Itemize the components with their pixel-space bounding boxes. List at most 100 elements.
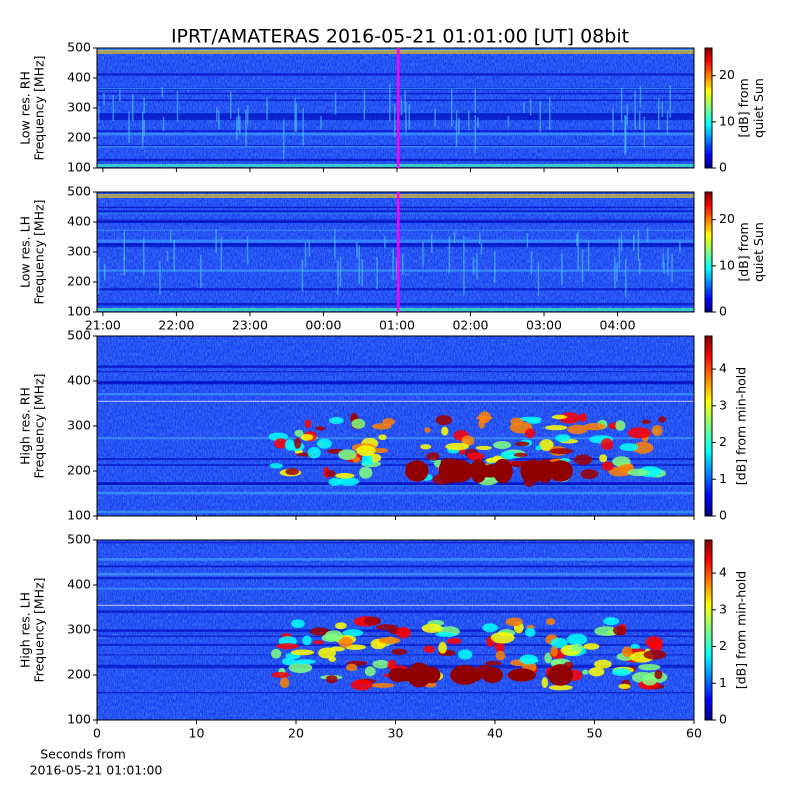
texture-streak bbox=[453, 231, 456, 243]
colorbar-tick-label: 0 bbox=[719, 712, 727, 727]
texture-streak bbox=[638, 258, 641, 275]
texture-blob bbox=[549, 448, 574, 455]
texture-blob bbox=[476, 415, 493, 420]
texture-streak bbox=[468, 110, 470, 131]
texture-blob bbox=[315, 426, 326, 431]
spectrogram bbox=[97, 540, 694, 720]
texture-blob bbox=[328, 478, 342, 486]
texture-streak bbox=[401, 253, 404, 275]
texture-blob bbox=[558, 412, 580, 424]
texture-streak bbox=[131, 93, 134, 121]
texture-blob bbox=[493, 441, 512, 450]
texture-streak bbox=[474, 115, 477, 153]
y-tick-label: 100 bbox=[67, 160, 91, 175]
texture-blob bbox=[285, 468, 300, 476]
texture-blob bbox=[424, 427, 431, 433]
texture-streak bbox=[396, 257, 398, 281]
texture-blob bbox=[405, 460, 429, 482]
texture-streak bbox=[294, 98, 296, 132]
texture-blob bbox=[438, 641, 447, 654]
y-tick-label: 500 bbox=[67, 40, 91, 55]
x-tick-label: 03:00 bbox=[526, 318, 562, 333]
texture-blob bbox=[519, 654, 538, 665]
colorbar-tick-label: 20 bbox=[719, 211, 735, 226]
colorbar-tick-label: 4 bbox=[719, 565, 727, 580]
texture-band bbox=[97, 308, 694, 311]
texture-band bbox=[97, 604, 694, 606]
texture-streak bbox=[97, 146, 694, 148]
y-axis-label: Frequency [MHz] bbox=[32, 577, 47, 682]
texture-blob bbox=[475, 445, 492, 450]
texture-streak bbox=[97, 269, 694, 272]
texture-streak bbox=[526, 233, 529, 248]
texture-blob bbox=[643, 649, 667, 660]
texture-blob bbox=[270, 648, 282, 659]
texture-blob bbox=[372, 659, 390, 669]
x-axis-label: Seconds from bbox=[40, 747, 126, 762]
texture-blob bbox=[445, 442, 469, 451]
texture-streak bbox=[97, 365, 694, 369]
texture-streak bbox=[97, 437, 694, 440]
texture-streak bbox=[308, 240, 310, 257]
texture-blob bbox=[342, 629, 364, 637]
texture-streak bbox=[361, 259, 363, 287]
texture-blob bbox=[329, 646, 345, 652]
texture-streak bbox=[625, 116, 627, 153]
texture-blob bbox=[594, 659, 612, 669]
texture-blob bbox=[600, 438, 614, 451]
y-tick-label: 300 bbox=[67, 418, 91, 433]
texture-streak bbox=[97, 206, 694, 209]
texture-streak bbox=[320, 116, 322, 130]
texture-blob bbox=[574, 454, 593, 466]
texture-blob bbox=[548, 684, 573, 691]
texture-streak bbox=[587, 240, 590, 271]
texture-blob bbox=[550, 646, 558, 657]
texture-blob bbox=[613, 625, 627, 636]
texture-blob bbox=[550, 638, 568, 648]
texture-streak bbox=[405, 102, 407, 133]
texture-blob bbox=[397, 668, 419, 682]
texture-streak bbox=[639, 85, 642, 107]
texture-blob bbox=[578, 413, 587, 423]
texture-streak bbox=[97, 114, 694, 118]
texture-streak bbox=[246, 105, 249, 126]
x-tick-label: 30 bbox=[388, 726, 404, 741]
texture-blob bbox=[391, 648, 408, 655]
texture-blob bbox=[601, 461, 614, 471]
colorbar-tick-label: 1 bbox=[719, 471, 727, 486]
texture-streak bbox=[239, 115, 241, 133]
texture-streak bbox=[389, 84, 391, 122]
x-tick-label: 0 bbox=[93, 726, 101, 741]
texture-streak bbox=[97, 73, 694, 76]
y-axis-label: High res. LH bbox=[18, 592, 33, 668]
texture-blob bbox=[461, 435, 475, 446]
x-tick-label: 20 bbox=[288, 726, 304, 741]
texture-streak bbox=[97, 219, 694, 223]
texture-streak bbox=[97, 510, 694, 514]
y-tick-label: 400 bbox=[67, 70, 91, 85]
texture-blob bbox=[458, 649, 473, 660]
texture-blob bbox=[281, 657, 296, 666]
texture-streak bbox=[143, 98, 145, 114]
texture-blob bbox=[539, 439, 554, 451]
texture-blob bbox=[446, 637, 462, 645]
texture-blob bbox=[269, 463, 283, 469]
texture-blob bbox=[300, 433, 314, 441]
texture-blob bbox=[307, 446, 321, 459]
texture-streak bbox=[143, 119, 145, 137]
texture-blob bbox=[443, 459, 474, 483]
texture-blob bbox=[335, 472, 355, 479]
texture-streak bbox=[97, 393, 694, 396]
texture-streak bbox=[302, 107, 304, 146]
texture-streak bbox=[472, 257, 475, 275]
texture-streak bbox=[480, 243, 483, 255]
texture-blob bbox=[510, 417, 523, 426]
texture-blob bbox=[618, 683, 631, 690]
colorbar-tick-label: 10 bbox=[719, 113, 735, 128]
texture-streak bbox=[618, 237, 621, 269]
texture-streak bbox=[159, 260, 161, 295]
texture-blob bbox=[312, 640, 324, 645]
texture-blob bbox=[551, 414, 568, 420]
texture-streak bbox=[128, 111, 130, 143]
texture-blob bbox=[566, 633, 588, 646]
